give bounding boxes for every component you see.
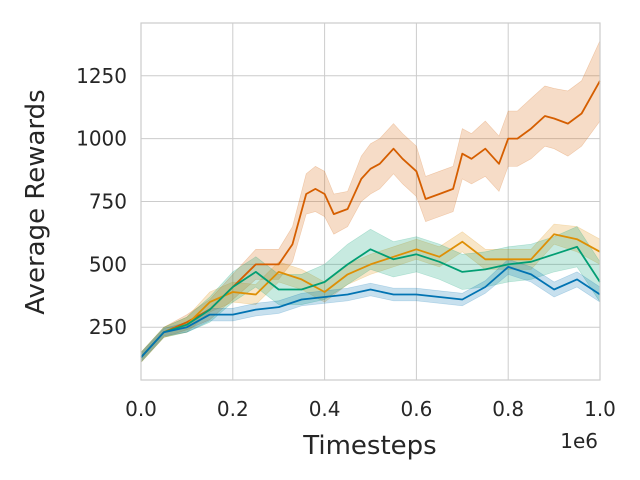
x-tick-label: 0.4 [309, 397, 341, 421]
x-tick-label: 1.0 [584, 397, 616, 421]
y-tick-label: 500 [89, 252, 127, 276]
plot-frame [140, 22, 601, 381]
line-series-3 [140, 265, 601, 359]
line-series-1 [140, 233, 601, 359]
y-tick-label: 250 [89, 315, 127, 339]
x-axis-label: Timesteps [302, 431, 436, 461]
tick-labels: 0.0 0.2 0.4 0.6 0.8 1.0 250 500 750 1000 1250 [76, 64, 616, 421]
grid-lines [140, 23, 601, 380]
line-series-0 [140, 80, 601, 359]
x-tick-label: 0.2 [217, 397, 249, 421]
series-lines [140, 80, 601, 359]
x-tick-label: 0.8 [492, 397, 524, 421]
y-tick-label: 1250 [76, 64, 127, 88]
x-tick-label: 0.6 [400, 397, 432, 421]
y-tick-label: 1000 [76, 127, 127, 151]
y-tick-label: 750 [89, 190, 127, 214]
y-axis-label: Average Rewards [21, 89, 51, 314]
x-tick-label: 0.0 [125, 397, 157, 421]
line-series-2 [140, 245, 601, 359]
x-axis-offset-label: 1e6 [560, 429, 598, 453]
